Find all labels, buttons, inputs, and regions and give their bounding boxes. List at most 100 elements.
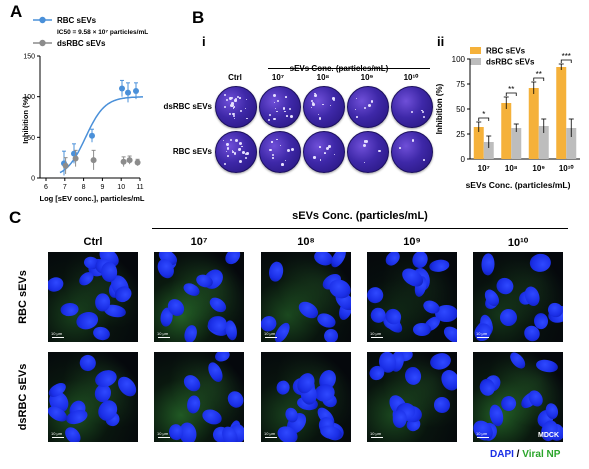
bi-col-1e7: 10⁷ bbox=[271, 73, 285, 82]
plaque-spot bbox=[290, 147, 294, 151]
bii-signif-bracket bbox=[505, 92, 517, 96]
plaque-spot bbox=[245, 152, 249, 155]
plaque-spot bbox=[223, 105, 227, 109]
c-row-header: dsRBC sEVs bbox=[17, 363, 29, 431]
plaque-spot bbox=[328, 145, 332, 148]
scale-bar bbox=[52, 336, 64, 338]
bii-signif: * bbox=[482, 110, 485, 119]
plaque-spot bbox=[311, 100, 314, 103]
plaque-spot bbox=[285, 96, 287, 98]
c-title-rule bbox=[152, 228, 568, 229]
plaque-spot bbox=[367, 103, 371, 107]
plaque-spot bbox=[244, 156, 247, 159]
nucleus bbox=[77, 352, 99, 374]
plaque-plate bbox=[391, 131, 433, 173]
a-xtick-label: 11 bbox=[136, 184, 143, 191]
c-col-header: 10⁹ bbox=[403, 236, 421, 248]
bii-signif-bracket bbox=[478, 117, 490, 121]
c-col-header: 10¹⁰ bbox=[507, 237, 529, 249]
micrograph: 10 μm bbox=[261, 352, 351, 442]
plaque-spot bbox=[233, 114, 236, 117]
nucleus bbox=[498, 307, 520, 329]
plaque-spot bbox=[233, 106, 236, 108]
stain-separator: / bbox=[513, 449, 523, 460]
bii-signif: ** bbox=[508, 85, 514, 94]
nucleus bbox=[224, 387, 244, 411]
a-ytick-label: 150 bbox=[23, 54, 35, 61]
nucleus bbox=[480, 252, 495, 276]
plaque-spot bbox=[241, 145, 243, 148]
dsrbc-point bbox=[120, 158, 127, 165]
nucleus bbox=[268, 260, 286, 284]
micrograph: 10 μm bbox=[154, 252, 244, 342]
dapi-label: DAPI bbox=[490, 449, 514, 460]
plaque-spot bbox=[230, 104, 234, 108]
plaque-spot bbox=[242, 151, 245, 154]
nucleus bbox=[48, 274, 66, 295]
bii-ytick-label: 25 bbox=[456, 130, 465, 139]
scale-bar-label: 10 μm bbox=[157, 431, 169, 436]
nucleus bbox=[222, 252, 244, 268]
plaque-spot bbox=[244, 108, 247, 110]
plaque-spot bbox=[274, 102, 276, 104]
plaque-spot bbox=[226, 150, 228, 152]
bi-col-1e10: 10¹⁰ bbox=[403, 73, 419, 82]
nucleus bbox=[382, 252, 403, 268]
plaque-spot bbox=[245, 152, 248, 155]
bi-row-dsrbc: dsRBC sEVs bbox=[163, 102, 212, 111]
bi-col-1e8: 10⁸ bbox=[316, 73, 330, 82]
plaque-spot bbox=[226, 146, 230, 150]
plaque-plate bbox=[259, 86, 301, 128]
nucleus bbox=[427, 258, 450, 273]
dsrbc-point bbox=[126, 157, 133, 164]
plaque-spot bbox=[229, 97, 232, 100]
plaque-spot bbox=[320, 159, 322, 161]
plaque-spot bbox=[277, 99, 280, 102]
plaque-spot bbox=[314, 93, 316, 95]
panel-a-chart: RBC sEVs IC50 = 9.58 × 10⁷ particles/mL … bbox=[21, 16, 148, 203]
plaque-spot bbox=[329, 104, 331, 106]
bii-signif: *** bbox=[562, 52, 571, 61]
plaque-spot bbox=[232, 112, 235, 116]
scale-bar bbox=[477, 336, 489, 338]
plaque-spot bbox=[232, 151, 234, 153]
rbc-point bbox=[133, 87, 139, 94]
legend-rbc: RBC sEVs bbox=[57, 16, 97, 25]
plaque-spot bbox=[421, 110, 424, 113]
plaque-spot bbox=[290, 115, 294, 119]
bii-signif: ** bbox=[536, 70, 542, 79]
nucleus bbox=[506, 352, 529, 372]
a-ytick-label: 50 bbox=[27, 135, 35, 142]
bi-col-1e9: 10⁹ bbox=[360, 73, 374, 82]
plaque-spot bbox=[224, 94, 227, 97]
scale-bar bbox=[52, 436, 64, 438]
plaque-spot bbox=[230, 96, 233, 100]
plaque-spot bbox=[423, 116, 426, 119]
bi-row-rbc: RBC sEVs bbox=[172, 147, 212, 156]
scale-bar-label: 10 μm bbox=[264, 331, 276, 336]
scale-bar bbox=[265, 336, 277, 338]
rbc-point bbox=[119, 85, 125, 92]
plaque-spot bbox=[269, 113, 272, 116]
scale-bar-label: 10 μm bbox=[157, 331, 169, 336]
plaque-spot bbox=[239, 142, 243, 146]
micrograph: 10 μm bbox=[48, 352, 138, 442]
nucleus bbox=[92, 325, 112, 342]
rbc-bar bbox=[556, 67, 567, 159]
plaque-plate bbox=[259, 131, 301, 173]
bii-ytick-label: 100 bbox=[452, 55, 466, 64]
plaque-spot bbox=[234, 99, 238, 103]
nucleus bbox=[322, 327, 341, 342]
plaque-spot bbox=[370, 99, 374, 103]
scale-bar bbox=[477, 436, 489, 438]
nucleus bbox=[435, 305, 457, 323]
plaque-spot bbox=[314, 93, 318, 97]
nucleus bbox=[275, 379, 291, 396]
nucleus bbox=[213, 352, 232, 364]
scale-bar bbox=[158, 436, 170, 438]
scale-bar bbox=[371, 336, 383, 338]
scale-bar-label: 10 μm bbox=[51, 331, 63, 336]
legend-marker-rbc bbox=[39, 16, 46, 24]
ic50-text: IC50 = 9.58 × 10⁷ particles/mL bbox=[57, 29, 148, 36]
micrograph: 10 μm bbox=[367, 352, 457, 442]
